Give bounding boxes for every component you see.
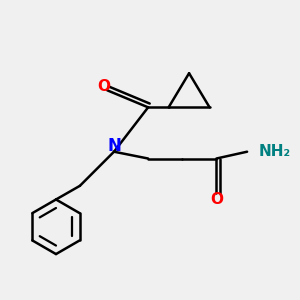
Text: O: O [97,80,110,94]
Text: O: O [210,192,223,207]
Text: N: N [107,136,121,154]
Text: NH₂: NH₂ [259,144,291,159]
